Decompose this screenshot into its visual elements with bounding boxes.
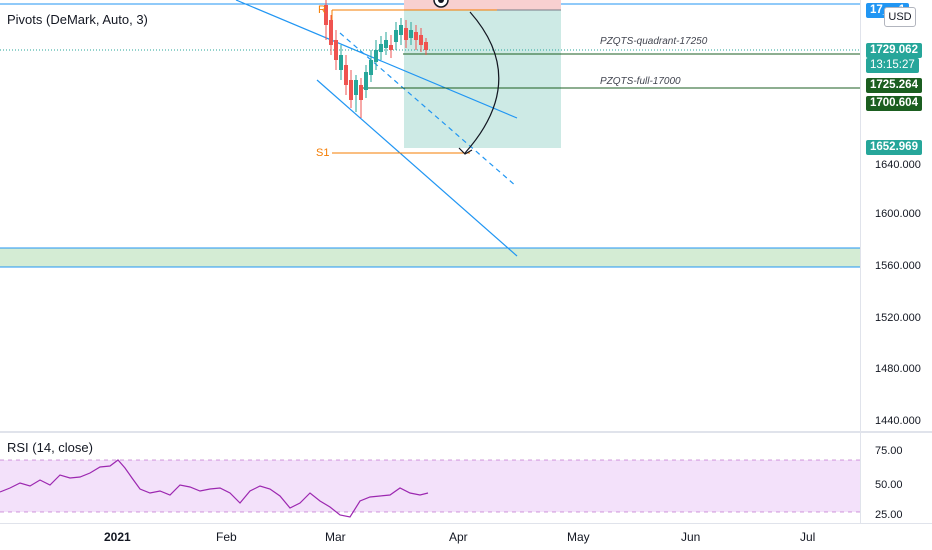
candle-body <box>424 42 428 50</box>
countdown-tag: 13:15:27 <box>866 58 919 73</box>
candle-body <box>399 25 403 35</box>
rsi-tick: 50.00 <box>875 479 903 491</box>
rsi-axis[interactable]: 75.00 50.00 25.00 <box>860 433 932 523</box>
candle-body <box>384 40 388 48</box>
rsi-tick: 75.00 <box>875 445 903 457</box>
stop-zone <box>404 0 561 10</box>
target-zone <box>404 10 561 148</box>
candle-body <box>419 35 423 45</box>
rsi-pane[interactable] <box>0 433 860 523</box>
candle-body <box>349 80 353 100</box>
candle-body <box>339 55 343 70</box>
candle-series <box>324 0 428 118</box>
candle-body <box>389 45 393 50</box>
candle-body <box>409 30 413 38</box>
price-axis[interactable]: 1640.000 1600.000 1560.000 1520.000 1480… <box>860 0 932 431</box>
main-chart-pane[interactable]: R S1 PZQTS-quadrant-17250 PZQTS-full-170… <box>0 0 860 431</box>
currency-button[interactable]: USD <box>884 7 916 27</box>
candle-body <box>329 20 333 45</box>
candle-body <box>334 40 338 60</box>
rsi-tick: 25.00 <box>875 509 903 521</box>
candle-body <box>354 80 358 95</box>
time-tick: May <box>567 530 590 544</box>
time-tick: Feb <box>216 530 237 544</box>
projection-arrow <box>464 11 500 154</box>
time-tick: Jul <box>800 530 816 544</box>
last-price-tag: 1729.062 <box>866 43 922 58</box>
price-tick: 1440.000 <box>875 415 921 427</box>
marker-dot <box>438 0 444 3</box>
candle-body <box>369 60 373 75</box>
support-zone <box>0 248 860 267</box>
price-tick: 1600.000 <box>875 208 921 220</box>
projection-arrow-head <box>458 147 473 155</box>
candle-body <box>404 28 408 40</box>
time-axis[interactable]: 2021 Feb Mar Apr May Jun Jul <box>0 523 932 550</box>
price-tick: 1480.000 <box>875 363 921 375</box>
candle-body <box>344 65 348 85</box>
candle-body <box>324 5 328 25</box>
time-tick: Jun <box>681 530 701 544</box>
candle-body <box>374 50 378 62</box>
indicator-legend[interactable]: Pivots (DeMark, Auto, 3) <box>7 12 148 27</box>
candle-body <box>359 85 363 100</box>
time-tick: 2021 <box>104 530 131 544</box>
pivot-r-label: R <box>318 4 326 16</box>
channel-mid <box>339 32 517 187</box>
candle-body <box>414 32 418 40</box>
price-tick: 1640.000 <box>875 159 921 171</box>
price-tick: 1520.000 <box>875 312 921 324</box>
level-c-tag: 1652.969 <box>866 140 922 155</box>
level-b-tag: 1700.604 <box>866 96 922 111</box>
time-tick: Mar <box>325 530 346 544</box>
candle-body <box>394 30 398 42</box>
full-label: PZQTS-full-17000 <box>600 76 681 87</box>
pane-separator[interactable] <box>0 431 932 433</box>
marker-circle <box>433 0 449 8</box>
candle-body <box>379 44 383 52</box>
rsi-canvas[interactable] <box>0 433 860 523</box>
rsi-legend[interactable]: RSI (14, close) <box>7 440 93 455</box>
price-tick: 1560.000 <box>875 260 921 272</box>
rsi-line <box>0 459 429 518</box>
rsi-band <box>0 460 860 512</box>
channel-lower <box>316 79 518 257</box>
level-a-tag: 1725.264 <box>866 78 922 93</box>
quadrant-label: PZQTS-quadrant-17250 <box>600 36 708 47</box>
candle-body <box>364 72 368 90</box>
pivot-s1-label: S1 <box>316 147 330 159</box>
price-chart-canvas[interactable] <box>0 0 860 431</box>
time-tick: Apr <box>449 530 468 544</box>
